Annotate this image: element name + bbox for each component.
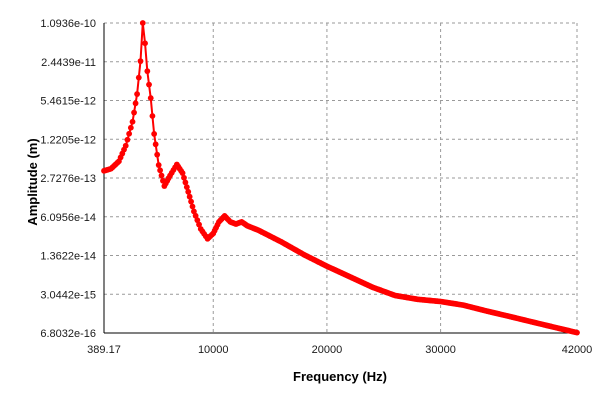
data-point bbox=[147, 95, 154, 101]
y-tick-label: 3.0442e-15 bbox=[40, 289, 96, 301]
y-tick-label: 1.2205e-12 bbox=[40, 134, 96, 146]
data-point bbox=[158, 172, 165, 179]
data-point bbox=[186, 193, 193, 200]
data-point bbox=[189, 203, 196, 210]
y-tick-label: 6.0956e-14 bbox=[40, 212, 96, 224]
y-axis-title: Amplitude (m) bbox=[25, 138, 40, 225]
data-point bbox=[191, 208, 197, 215]
x-tick-label: 10000 bbox=[198, 344, 229, 356]
data-point bbox=[127, 124, 134, 131]
data-point bbox=[185, 188, 192, 195]
data-point bbox=[179, 170, 186, 176]
data-point bbox=[124, 136, 131, 143]
data-point bbox=[157, 167, 164, 174]
x-tick-labels: 389.17 10000 20000 30000 42000 bbox=[87, 344, 592, 356]
data-point bbox=[196, 221, 202, 228]
data-point bbox=[131, 109, 137, 116]
data-point bbox=[188, 198, 194, 205]
data-point bbox=[126, 130, 133, 137]
y-tick-label: 2.4439e-11 bbox=[41, 57, 96, 69]
data-point bbox=[155, 162, 162, 168]
data-point bbox=[139, 20, 146, 26]
x-axis-title: Frequency (Hz) bbox=[293, 369, 387, 384]
data-point bbox=[181, 174, 187, 181]
grid-lines bbox=[103, 22, 578, 334]
y-tick-label: 1.3622e-14 bbox=[40, 251, 96, 263]
data-point bbox=[149, 113, 156, 119]
data-point bbox=[194, 217, 201, 224]
axes bbox=[103, 23, 577, 334]
y-tick-labels: 1.0936e-10 2.4439e-11 5.4615e-12 1.2205e-12… bbox=[40, 18, 96, 340]
data-point bbox=[154, 151, 161, 158]
x-tick-label: 42000 bbox=[562, 344, 593, 356]
x-tick-label: 389.17 bbox=[87, 344, 121, 356]
data-point bbox=[135, 74, 142, 81]
data-point bbox=[137, 58, 144, 65]
data-point bbox=[129, 118, 136, 125]
data-point bbox=[151, 131, 158, 137]
data-point bbox=[142, 40, 148, 47]
data-point bbox=[182, 179, 189, 186]
data-point bbox=[132, 100, 139, 107]
data-point bbox=[574, 329, 580, 336]
data-point bbox=[122, 142, 129, 149]
x-tick-label: 30000 bbox=[425, 344, 456, 356]
y-tick-label: 2.7276e-13 bbox=[40, 173, 96, 185]
data-series bbox=[101, 20, 580, 336]
data-point bbox=[183, 184, 190, 191]
data-point bbox=[146, 81, 152, 88]
y-tick-label: 1.0936e-10 bbox=[40, 18, 96, 30]
y-tick-label: 5.4615e-12 bbox=[40, 96, 96, 108]
data-point bbox=[144, 68, 151, 75]
y-tick-label: 6.8032e-16 bbox=[40, 328, 96, 340]
x-tick-label: 20000 bbox=[312, 344, 343, 356]
data-point bbox=[134, 91, 140, 97]
data-point bbox=[192, 212, 199, 219]
data-point bbox=[152, 141, 159, 148]
